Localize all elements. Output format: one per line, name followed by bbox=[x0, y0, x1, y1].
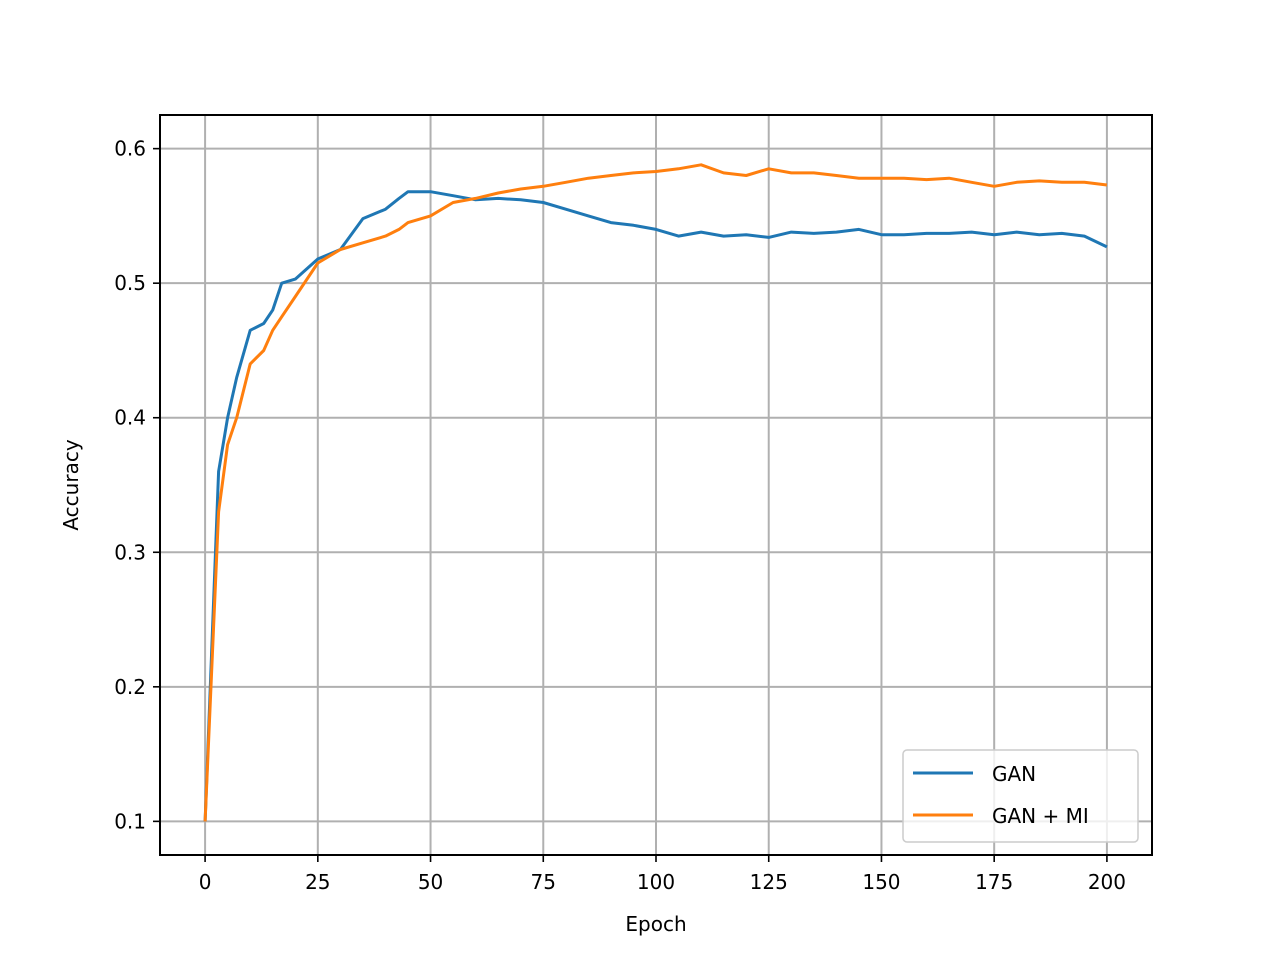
series-line-gan bbox=[203, 190, 1108, 822]
x-tick-label: 175 bbox=[975, 870, 1013, 894]
x-tick-label: 0 bbox=[199, 870, 212, 894]
legend-label-gan-mi: GAN + MI bbox=[992, 804, 1089, 828]
x-tick-label: 50 bbox=[418, 870, 443, 894]
y-tick-label: 0.5 bbox=[114, 271, 146, 295]
x-tick-label: 125 bbox=[750, 870, 788, 894]
series-layer bbox=[203, 163, 1108, 822]
y-axis-label: Accuracy bbox=[59, 439, 83, 530]
x-tick-label: 200 bbox=[1088, 870, 1126, 894]
axis-ticks: 0 25 50 75 100 125 150 175 200 0.1 0.2 0.3 0.4 0.5 0.6 bbox=[114, 137, 1126, 894]
x-tick-label: 150 bbox=[862, 870, 900, 894]
x-tick-label: 75 bbox=[531, 870, 556, 894]
legend-label-gan: GAN bbox=[992, 762, 1036, 786]
legend: GAN GAN + MI bbox=[902, 749, 1139, 843]
series-line-gan-mi bbox=[203, 163, 1108, 822]
y-tick-label: 0.4 bbox=[114, 406, 146, 430]
y-tick-label: 0.1 bbox=[114, 809, 146, 833]
x-axis-label: Epoch bbox=[625, 912, 686, 936]
y-tick-label: 0.6 bbox=[114, 137, 146, 161]
y-tick-label: 0.3 bbox=[114, 540, 146, 564]
x-tick-label: 25 bbox=[305, 870, 330, 894]
y-tick-label: 0.2 bbox=[114, 675, 146, 699]
x-tick-label: 100 bbox=[637, 870, 675, 894]
